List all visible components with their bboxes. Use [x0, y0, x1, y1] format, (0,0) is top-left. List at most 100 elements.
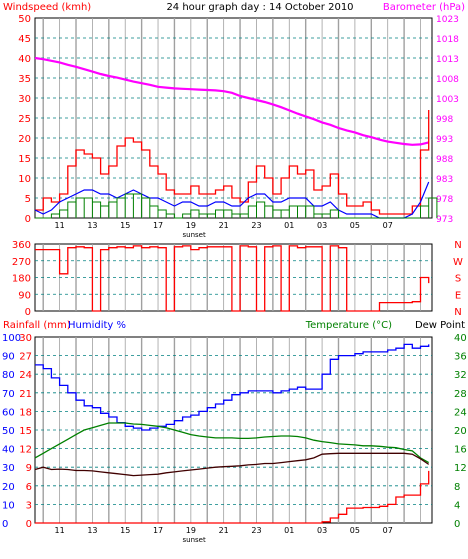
series-gust: [35, 110, 430, 215]
y-tick-rainfall: 30: [19, 333, 32, 344]
x-tick-label: 21: [219, 221, 229, 230]
humidity-label: Humidity %: [68, 320, 126, 331]
y-tick-rainfall: 15: [19, 426, 32, 437]
y-tick-direction: 360: [12, 240, 31, 251]
y-tick-humidity: 90: [2, 352, 15, 363]
y-tick-temperature: 4: [454, 500, 460, 511]
y-tick-humidity: 100: [2, 333, 21, 344]
series-rainfall: [35, 470, 430, 524]
x-tick-label: 21: [219, 526, 229, 535]
y-tick-barometer: 1023: [436, 15, 459, 25]
y-tick-barometer: 1008: [436, 75, 459, 85]
y-tick-windspeed: 40: [18, 54, 31, 65]
y-tick-windspeed: 35: [18, 74, 31, 85]
y-tick-rainfall: 12: [19, 445, 32, 456]
y-tick-temperature: 12: [454, 463, 467, 474]
y-tick-temperature: 36: [454, 352, 467, 363]
x-tick-label: 03: [317, 526, 327, 535]
y-tick-windspeed: 45: [18, 34, 31, 45]
x-tick-label: 13: [87, 221, 97, 230]
y-tick-barometer: 978: [436, 195, 453, 205]
series-temperature: [34, 422, 430, 464]
x-tick-label: 01: [284, 221, 294, 230]
y-tick-compass: E: [455, 290, 461, 301]
y-tick-humidity: 30: [2, 463, 15, 474]
y-tick-temperature: 20: [454, 426, 467, 437]
y-tick-barometer: 1003: [436, 95, 459, 105]
y-tick-temperature: 0: [454, 519, 460, 530]
series-average-wind: [34, 181, 430, 219]
y-tick-compass: W: [453, 257, 463, 268]
y-tick-windspeed: 5: [25, 194, 31, 205]
x-tick-label: 07: [383, 526, 393, 535]
x-tick-label: 19: [186, 526, 196, 535]
y-tick-barometer: 1018: [436, 35, 459, 45]
barometer-label: Barometer (hPa): [383, 2, 465, 13]
y-tick-compass: N: [454, 307, 461, 318]
y-tick-barometer: 983: [436, 175, 453, 185]
y-tick-rainfall: 24: [19, 370, 32, 381]
y-tick-windspeed: 0: [25, 214, 31, 225]
y-tick-humidity: 70: [2, 389, 15, 400]
y-tick-rainfall: 27: [19, 352, 32, 363]
x-tick-label: 19: [186, 221, 196, 230]
y-tick-humidity: 80: [2, 370, 15, 381]
y-tick-direction: 180: [12, 274, 31, 285]
y-tick-rainfall: 6: [26, 482, 32, 493]
y-tick-compass: S: [455, 274, 461, 285]
x-tick-label: 11: [55, 221, 65, 230]
graph-title: 24 hour graph day : 14 October 2010: [166, 2, 353, 13]
y-tick-temperature: 40: [454, 333, 467, 344]
windspeed-label: Windspeed (kmh): [3, 2, 91, 13]
x-tick-label: 15: [120, 221, 130, 230]
x-tick-label: 15: [120, 526, 130, 535]
y-tick-compass: N: [454, 240, 461, 251]
y-tick-humidity: 0: [2, 519, 8, 530]
y-tick-barometer: 998: [436, 115, 453, 125]
y-tick-windspeed: 30: [18, 94, 31, 105]
y-tick-windspeed: 20: [18, 134, 31, 145]
x-tick-label: 05: [350, 526, 360, 535]
x-tick-label: 13: [87, 526, 97, 535]
y-tick-humidity: 40: [2, 445, 15, 456]
x-tick-label: 23: [251, 221, 261, 230]
x-tick-label: 07: [383, 221, 393, 230]
x-tick-label: 17: [153, 221, 163, 230]
rainfall-label: Rainfall (mm): [3, 320, 71, 331]
temperature-label: Temperature (°C): [305, 320, 392, 331]
series-direction-speed: [35, 193, 438, 219]
y-tick-windspeed: 25: [18, 114, 31, 125]
x-tick-label: 03: [317, 221, 327, 230]
y-tick-rainfall: 9: [26, 463, 32, 474]
x-tick-label: 05: [350, 221, 360, 230]
x-tick-label: 01: [284, 526, 294, 535]
dewpoint-label: Dew Point: [415, 320, 465, 331]
y-tick-barometer: 993: [436, 135, 453, 145]
y-tick-temperature: 24: [454, 407, 467, 418]
series-barometer: [34, 56, 429, 146]
series-dew-point: [34, 452, 430, 477]
y-tick-windspeed: 10: [18, 174, 31, 185]
y-tick-rainfall: 21: [19, 389, 32, 400]
y-tick-humidity: 50: [2, 426, 15, 437]
y-tick-rainfall: 3: [26, 500, 32, 511]
x-tick-label: 23: [251, 526, 261, 535]
y-tick-temperature: 8: [454, 482, 460, 493]
y-tick-humidity: 60: [2, 407, 15, 418]
y-tick-temperature: 32: [454, 370, 467, 381]
series-wind-direction: [35, 245, 430, 312]
y-tick-direction: 0: [25, 307, 31, 318]
y-tick-barometer: 1013: [436, 55, 459, 65]
y-tick-rainfall: 0: [26, 519, 32, 530]
y-tick-windspeed: 15: [18, 154, 31, 165]
y-tick-direction: 90: [18, 290, 31, 301]
y-tick-barometer: 973: [436, 215, 453, 225]
y-tick-temperature: 16: [454, 445, 467, 456]
y-tick-barometer: 988: [436, 155, 453, 165]
sunset-annotation: sunset: [183, 536, 206, 544]
y-tick-temperature: 28: [454, 389, 467, 400]
y-tick-rainfall: 18: [19, 407, 32, 418]
y-tick-humidity: 20: [2, 482, 15, 493]
y-tick-windspeed: 50: [18, 14, 31, 25]
